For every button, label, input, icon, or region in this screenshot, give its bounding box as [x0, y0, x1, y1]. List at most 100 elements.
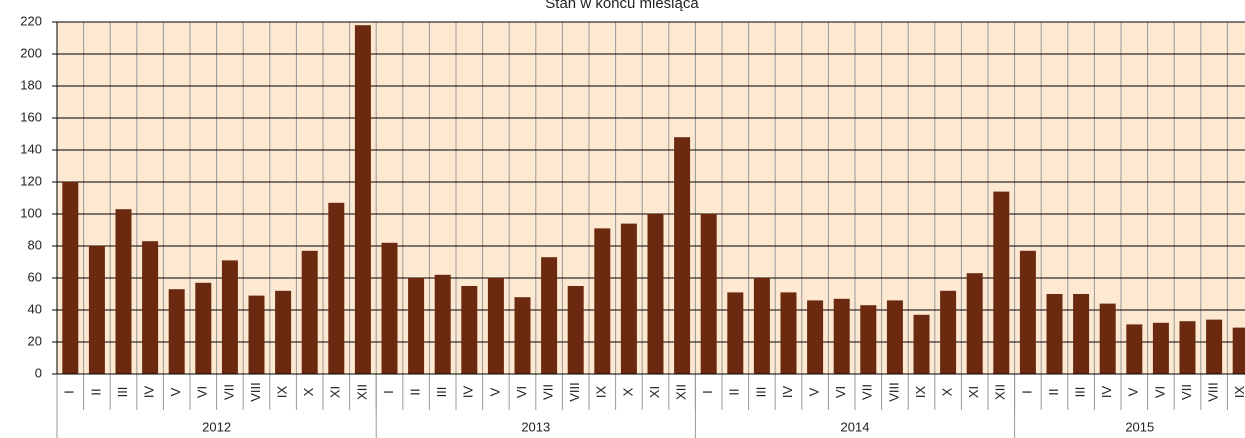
x-tick-label: IV: [142, 386, 157, 399]
bar: [807, 300, 824, 374]
y-tick-label: 100: [20, 205, 42, 220]
bar: [461, 286, 478, 374]
bar: [833, 298, 850, 374]
bar: [567, 286, 584, 374]
bar: [1232, 327, 1245, 374]
bar: [301, 250, 318, 374]
y-tick-label: 60: [28, 269, 42, 284]
x-tick-label: VIII: [567, 382, 582, 402]
x-tick-label: XII: [993, 384, 1008, 400]
year-label: 2015: [1125, 419, 1154, 434]
x-tick-label: VII: [221, 384, 236, 400]
x-tick-label: IX: [1232, 386, 1245, 399]
x-tick-label: VI: [1152, 386, 1167, 398]
bar: [275, 290, 292, 374]
x-tick-label: VIII: [886, 382, 901, 402]
bar: [1073, 294, 1090, 374]
bar: [620, 223, 637, 374]
x-tick-label: VI: [833, 386, 848, 398]
bar: [487, 278, 504, 374]
x-tick-label: V: [168, 387, 183, 396]
bar: [541, 257, 558, 374]
x-tick-label: VIII: [1206, 382, 1221, 402]
bar: [780, 292, 797, 374]
x-tick-label: V: [1126, 387, 1141, 396]
bar: [142, 241, 159, 374]
x-tick-label: XI: [647, 386, 662, 398]
bar: [674, 137, 691, 374]
x-tick-label: II: [88, 388, 103, 395]
x-tick-label: IX: [275, 386, 290, 399]
x-tick-label: I: [381, 390, 396, 394]
x-tick-label: II: [727, 388, 742, 395]
x-tick-label: V: [487, 387, 502, 396]
bar: [1126, 324, 1143, 374]
bar: [62, 182, 79, 374]
x-tick-label: VI: [195, 386, 210, 398]
year-label: 2014: [841, 419, 870, 434]
bar: [886, 300, 903, 374]
bar: [993, 191, 1010, 374]
y-tick-label: 0: [35, 365, 42, 380]
bar: [1206, 319, 1223, 374]
bar: [1152, 322, 1169, 374]
x-tick-label: III: [434, 387, 449, 398]
x-tick-label: III: [753, 387, 768, 398]
bar: [381, 242, 398, 374]
x-tick-label: II: [408, 388, 423, 395]
bar: [647, 214, 664, 374]
x-tick-label: I: [700, 390, 715, 394]
bar: [434, 274, 451, 374]
bar: [913, 314, 930, 374]
x-tick-label: II: [1046, 388, 1061, 395]
bar: [354, 25, 371, 374]
x-tick-label: III: [115, 387, 130, 398]
bar: [966, 273, 983, 374]
x-tick-label: VIII: [248, 382, 263, 402]
bar: [514, 297, 531, 374]
x-tick-label: XII: [674, 384, 689, 400]
x-tick-label: IX: [594, 386, 609, 399]
bar: [88, 246, 105, 374]
bar: [727, 292, 744, 374]
x-tick-label: I: [1019, 390, 1034, 394]
bar: [195, 282, 212, 374]
bar: [594, 228, 611, 374]
x-tick-label: IV: [780, 386, 795, 399]
x-tick-label: IV: [1099, 386, 1114, 399]
bar: [248, 295, 265, 374]
x-tick-label: X: [940, 387, 955, 396]
bar: [1179, 321, 1196, 374]
x-tick-label: X: [620, 387, 635, 396]
x-tick-label: IV: [461, 386, 476, 399]
bar: [328, 202, 345, 374]
y-tick-label: 220: [20, 13, 42, 28]
x-tick-label: X: [301, 387, 316, 396]
y-tick-label: 200: [20, 45, 42, 60]
bar: [1046, 294, 1063, 374]
x-tick-label: VII: [860, 384, 875, 400]
bar: [753, 278, 770, 374]
bar: [860, 305, 877, 374]
bar: [700, 214, 717, 374]
y-tick-label: 40: [28, 301, 42, 316]
x-tick-label: XI: [966, 386, 981, 398]
x-tick-label: XI: [328, 386, 343, 398]
x-tick-label: V: [807, 387, 822, 396]
y-tick-label: 80: [28, 237, 42, 252]
y-tick-label: 20: [28, 333, 42, 348]
year-label: 2012: [202, 419, 231, 434]
x-tick-label: III: [1073, 387, 1088, 398]
x-tick-label: VI: [514, 386, 529, 398]
bar: [221, 260, 238, 374]
y-tick-label: 160: [20, 109, 42, 124]
x-tick-label: XII: [354, 384, 369, 400]
bar: [168, 289, 185, 374]
bar: [408, 278, 425, 374]
y-tick-label: 140: [20, 141, 42, 156]
year-label: 2013: [521, 419, 550, 434]
x-tick-label: IX: [913, 386, 928, 399]
bar: [1019, 250, 1036, 374]
y-tick-label: 180: [20, 77, 42, 92]
